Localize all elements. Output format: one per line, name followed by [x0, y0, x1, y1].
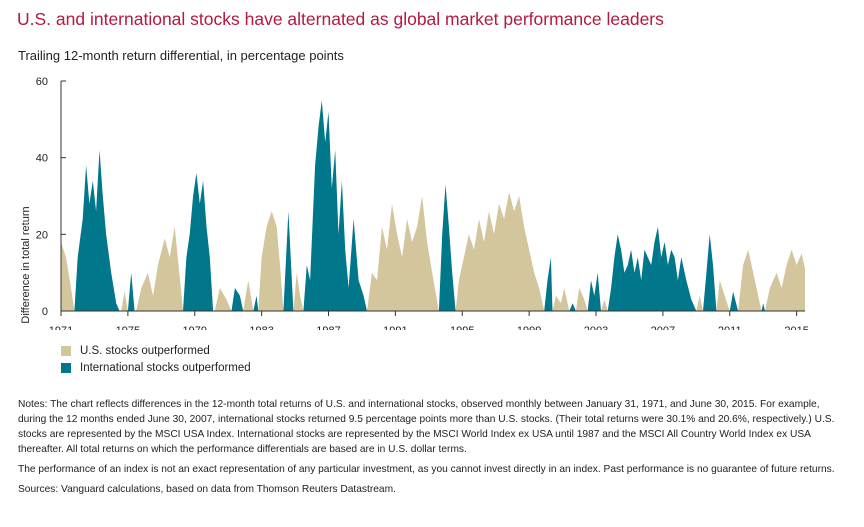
x-tick-label: 2003 [584, 325, 608, 330]
us-outperformance-area-14 [738, 249, 762, 311]
us-outperformance-area-13 [716, 280, 730, 311]
x-tick-label: 1983 [249, 325, 273, 330]
international-outperformance-area-0 [74, 150, 120, 311]
international-outperformance-area-2 [183, 173, 214, 311]
y-tick-label: 20 [36, 229, 48, 241]
us-outperformance-area-3 [214, 288, 232, 311]
x-tick-label: 1987 [316, 325, 340, 330]
legend-label-us: U.S. stocks outperformed [80, 345, 210, 357]
legend-item-international: International stocks outperformed [61, 362, 251, 374]
x-tick-label: 1979 [183, 325, 207, 330]
y-tick-label: 0 [42, 306, 48, 318]
international-outperformance-area-7 [438, 184, 456, 311]
international-outperformance-area-8 [544, 257, 553, 311]
legend-label-international: International stocks outperformed [80, 362, 251, 374]
us-outperformance-area-6 [293, 272, 304, 311]
us-outperformance-area-1 [121, 291, 128, 311]
y-axis-label: Difference in total return [20, 206, 32, 323]
x-tick-label: 2015 [784, 325, 808, 330]
legend-item-us: U.S. stocks outperformed [61, 345, 210, 357]
chart-axes: 0 20 40 60 1971 1975 1979 1983 1987 1991 1995 1999 2… [36, 76, 809, 330]
international-outperformance-area-10 [587, 272, 601, 311]
x-tick-label: 1975 [116, 325, 140, 330]
y-tick-label: 60 [36, 76, 48, 88]
us-outperformance-area-5 [258, 211, 284, 311]
x-tick-label: 1995 [450, 325, 474, 330]
international-swatch-icon [61, 363, 71, 373]
area-chart: 0 20 40 60 1971 1975 1979 1983 1987 1991 1995 1999 2… [20, 76, 809, 330]
y-tick-label: 40 [36, 153, 48, 165]
international-outperformance-area-13 [729, 291, 739, 311]
us-outperformance-area-9 [552, 288, 570, 311]
disclaimer-paragraph: The performance of an index is not an ex… [18, 464, 835, 475]
x-tick-label: 1999 [517, 325, 541, 330]
us-outperformance-area-11 [601, 299, 608, 311]
us-outperformance-area-12 [696, 295, 703, 311]
us-outperformance-area-2 [136, 226, 183, 311]
international-outperformance-area-11 [607, 226, 697, 311]
x-tick-label: 1991 [383, 325, 407, 330]
us-outperformance-area-15 [764, 249, 805, 311]
x-tick-label: 2011 [718, 325, 742, 330]
international-outperformance-area-12 [703, 234, 717, 311]
us-outperformance-area-7 [367, 196, 439, 311]
notes-section: Notes: The chart reflects differences in… [18, 397, 848, 502]
international-outperformance-area-5 [283, 211, 294, 311]
international-outperformance-area-4 [253, 295, 259, 311]
us-outperformance-area-4 [243, 280, 254, 311]
us-swatch-icon [61, 346, 71, 356]
us-outperformance-area-0 [61, 242, 75, 311]
x-tick-label: 1971 [49, 325, 73, 330]
international-outperformance-area-1 [127, 272, 135, 311]
us-outperformance-area-8 [455, 192, 545, 311]
x-tick-label: 2007 [651, 325, 675, 330]
notes-paragraph: Notes: The chart reflects differences in… [18, 399, 835, 455]
us-outperformance-area-10 [575, 288, 588, 311]
international-outperformance-area-9 [569, 303, 576, 311]
chart-subtitle: Trailing 12-month return differential, i… [18, 48, 344, 63]
chart-title: U.S. and international stocks have alter… [17, 9, 664, 29]
sources-paragraph: Sources: Vanguard calculations, based on… [18, 484, 396, 495]
international-outperformance-area-3 [231, 288, 244, 311]
international-outperformance-area-14 [761, 303, 765, 311]
international-outperformance-area-6 [303, 100, 367, 311]
chart-areas [61, 100, 805, 311]
